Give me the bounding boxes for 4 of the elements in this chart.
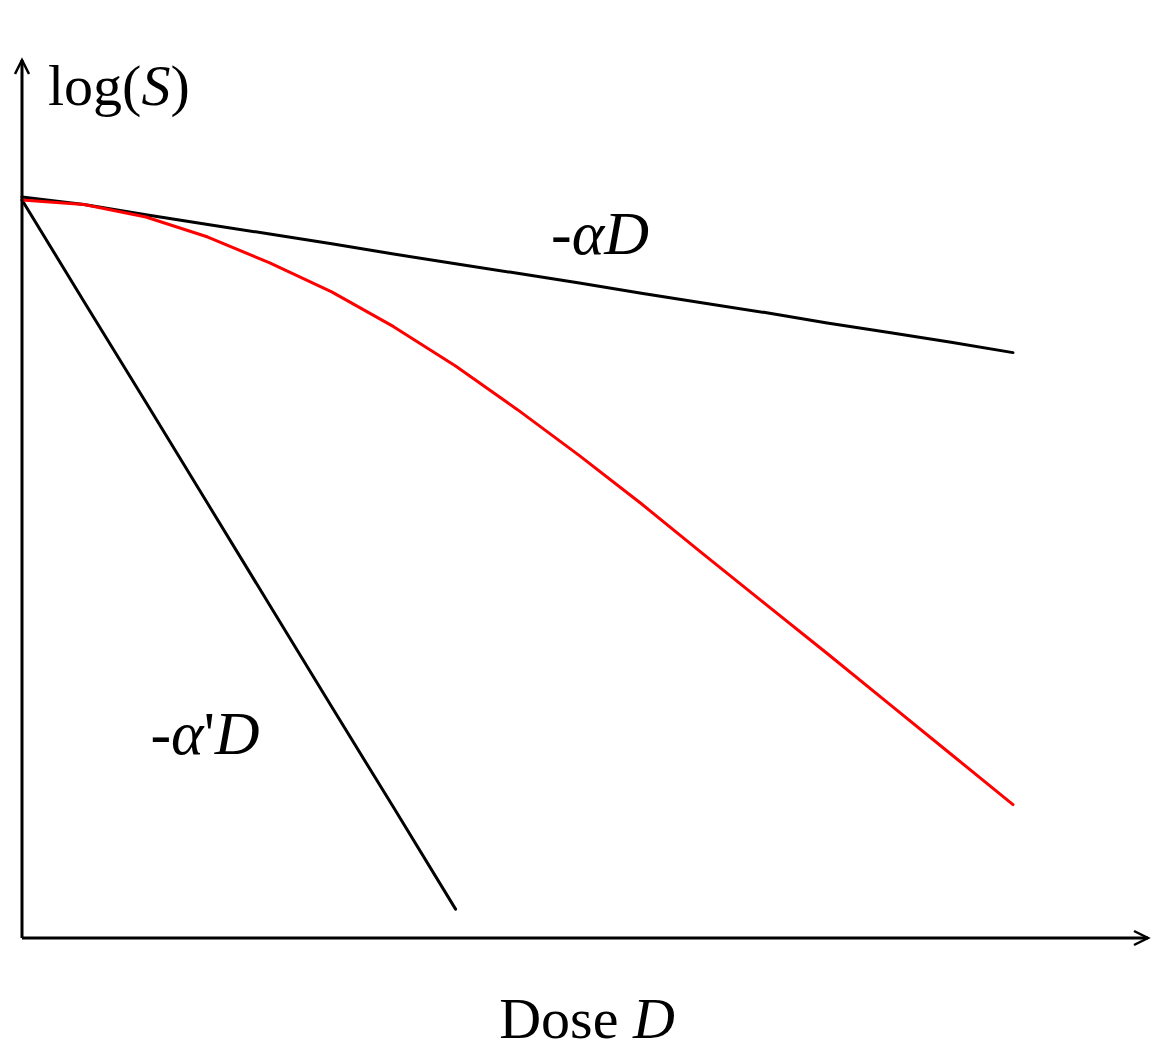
x-axis-title: Dose D <box>499 986 675 1047</box>
annotation: -α'D <box>150 699 260 768</box>
annotation: -αD <box>551 199 649 268</box>
y-axis-title: log(S) <box>48 53 190 118</box>
